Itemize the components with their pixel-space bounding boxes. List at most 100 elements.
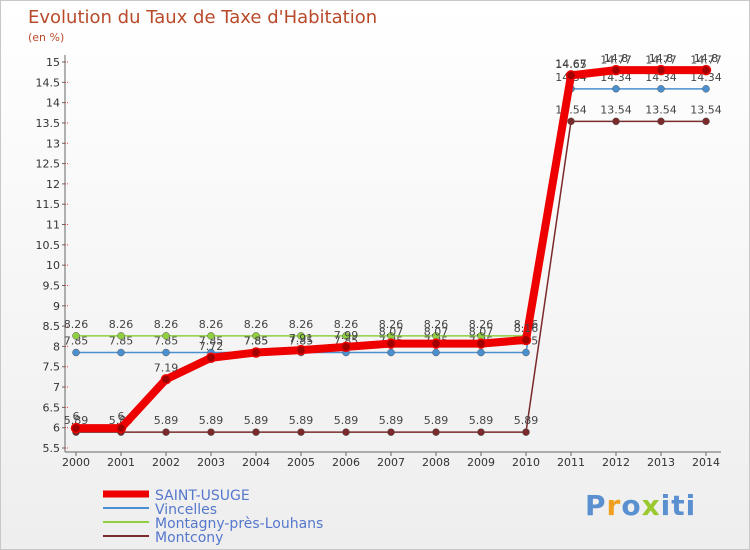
y-tick-label: 8 [53,340,60,353]
data-point [385,338,397,349]
data-point [655,64,667,76]
data-label: 14.77 [600,53,632,66]
data-label: 7.19 [154,361,179,374]
data-label: 8.26 [244,318,269,331]
data-label: 7.91 [289,332,314,345]
data-point [612,85,620,93]
logo-letter: x [641,489,661,522]
data-label: 7.99 [334,329,359,342]
data-point [297,332,305,340]
x-tick-label: 2007 [377,456,405,469]
data-label: 8.26 [469,318,494,331]
data-label: 8.26 [334,318,359,331]
y-tick-label: 13 [46,137,60,150]
data-label: 7.85 [199,335,224,348]
x-tick-label: 2002 [152,456,180,469]
data-label: 7.85 [244,335,269,348]
data-point [205,352,217,364]
data-label: 7.85 [64,335,89,348]
y-tick-label: 12 [46,178,60,191]
data-point [115,422,127,434]
logo-letter: i [685,489,697,522]
data-label: 13.54 [690,103,722,116]
legend-label: SAINT-USUGE [155,488,250,504]
data-point [162,428,170,436]
data-label: 8.16 [514,322,539,335]
x-tick-label: 2006 [332,456,360,469]
y-tick-label: 5.5 [43,442,61,455]
data-point [295,344,307,356]
chart-title: Evolution du Taux de Taxe d'Habitation [28,7,378,28]
data-label: 8.26 [379,318,404,331]
data-point [207,428,215,436]
data-point [160,374,172,385]
data-point [207,332,215,340]
logo-letter: o [621,489,642,522]
data-point [702,85,710,93]
data-point [700,64,712,76]
data-point [610,64,622,76]
y-tick-label: 10 [46,259,60,272]
y-tick-label: 8.5 [43,320,61,333]
x-tick-label: 2000 [62,456,90,469]
data-point [72,348,80,357]
logo-letter: i [660,489,672,522]
data-point [522,348,530,357]
data-point [162,332,170,340]
logo-letter: r [606,489,622,522]
data-label: 14.8 [604,52,629,65]
legend-label: Montcony [155,530,223,546]
data-point [340,341,352,353]
data-point [432,348,440,357]
data-point [342,428,350,436]
y-tick-label: 14 [46,97,60,110]
data-label: 14.77 [690,53,722,66]
data-label: 8.26 [289,318,314,331]
data-label: 5.89 [199,414,224,427]
data-label: 13.54 [555,103,587,116]
series-line [75,88,707,354]
data-label: 5.89 [289,414,314,427]
y-tick-label: 9.5 [43,279,61,292]
data-label: 5.89 [379,414,404,427]
data-point [567,117,575,126]
x-tick-label: 2010 [512,456,540,469]
data-label: 8.26 [109,318,134,331]
x-tick-label: 2014 [692,456,720,469]
data-point [565,70,577,81]
data-label: 14.8 [694,52,719,65]
legend-label: Montagny-près-Louhans [155,516,323,532]
data-point [387,428,395,436]
y-tick-label: 11.5 [36,198,61,211]
y-tick-label: 6 [53,422,60,435]
data-label: 6 [118,410,125,423]
data-point [387,348,395,357]
data-label: 5.89 [514,414,539,427]
data-label: 8.26 [64,318,89,331]
logo-letter: P [585,489,607,522]
x-tick-label: 2003 [197,456,225,469]
x-tick-label: 2009 [467,456,495,469]
data-point [252,428,260,436]
data-label: 13.54 [645,103,677,116]
proxiti-logo: Proxiti [585,489,696,522]
data-point [477,348,485,357]
data-label: 14.65 [555,58,587,71]
data-label: 5.89 [154,414,179,427]
data-point [342,332,350,340]
y-tick-label: 12.5 [36,158,61,171]
logo-letter: t [671,489,686,522]
data-label: 5.89 [244,414,269,427]
data-label: 5.89 [334,414,359,427]
data-label: 5.89 [469,414,494,427]
data-label: 7.85 [244,335,269,348]
data-label: 7.85 [109,335,134,348]
data-point [297,428,305,436]
data-point [657,85,665,93]
data-point [162,348,170,357]
y-tick-label: 9 [53,300,60,313]
data-point [477,428,485,436]
data-label: 14.8 [649,52,674,65]
data-point [612,117,620,126]
